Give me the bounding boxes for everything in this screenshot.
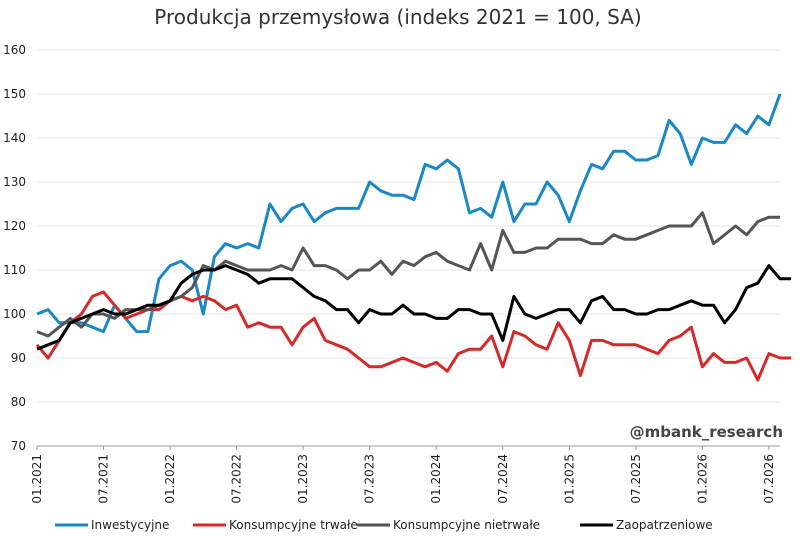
x-tick-label: 07.2025	[629, 454, 643, 504]
x-tick-label: 01.2025	[562, 454, 576, 504]
series-line	[36, 93, 782, 334]
y-tick-label: 70	[11, 439, 26, 453]
legend-label: Konsumpcyjne trwałe	[229, 518, 358, 532]
x-tick-label: 01.2023	[296, 454, 310, 504]
y-tick-label: 80	[11, 395, 26, 409]
legend-label: Inwestycyjne	[91, 518, 169, 532]
x-tick-label: 01.2022	[163, 454, 177, 504]
legend: Inwestycyjne Konsumpcyjne trwałe Konsumpcy…	[55, 518, 713, 532]
x-axis: 01.2021 07.2021 01.2022 07.2022 01.2023 07.20…	[30, 446, 776, 504]
y-axis: 70 80 90 100 110 120 130 140 150 160	[3, 43, 26, 453]
x-tick-label: 01.2021	[30, 454, 44, 504]
y-tick-label: 130	[3, 175, 26, 189]
y-tick-label: 150	[3, 87, 26, 101]
x-tick-label: 01.2024	[429, 454, 443, 504]
legend-item: Konsumpcyjne nietrwałe	[357, 518, 540, 532]
y-tick-label: 90	[11, 351, 26, 365]
chart-title: Produkcja przemysłowa (indeks 2021 = 100…	[154, 5, 641, 29]
x-tick-label: 07.2026	[762, 454, 776, 504]
y-tick-label: 100	[3, 307, 26, 321]
y-tick-label: 120	[3, 219, 26, 233]
y-tick-label: 140	[3, 131, 26, 145]
plot-area	[35, 93, 792, 382]
legend-label: Zaopatrzeniowe	[616, 518, 713, 532]
legend-label: Konsumpcyjne nietrwałe	[393, 518, 540, 532]
series-line	[35, 290, 792, 382]
legend-item: Zaopatrzeniowe	[580, 518, 713, 532]
series-line	[36, 264, 792, 351]
x-tick-label: 07.2023	[363, 454, 377, 504]
x-tick-label: 07.2024	[496, 454, 510, 504]
legend-item: Konsumpcyjne trwałe	[193, 518, 358, 532]
x-tick-label: 07.2022	[230, 454, 244, 504]
y-tick-label: 110	[3, 263, 26, 277]
watermark: @mbank_research	[630, 423, 783, 441]
legend-item: Inwestycyjne	[55, 518, 169, 532]
x-tick-label: 07.2021	[97, 454, 111, 504]
series-line	[36, 211, 780, 338]
y-tick-label: 160	[3, 43, 26, 57]
grid	[37, 49, 780, 447]
x-tick-label: 01.2026	[695, 454, 709, 504]
